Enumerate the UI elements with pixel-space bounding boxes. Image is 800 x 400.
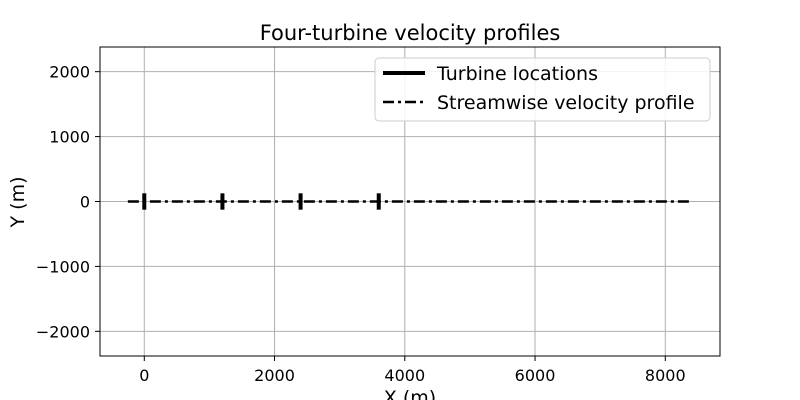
- y-axis-label: Y (m): [7, 177, 29, 229]
- y-tick-label: −2000: [36, 322, 90, 341]
- legend-label-velocity-profile: Streamwise velocity profile: [437, 92, 695, 114]
- x-axis-label: X (m): [384, 387, 436, 400]
- y-tick-label: 1000: [49, 128, 90, 147]
- chart-title: Four-turbine velocity profiles: [260, 21, 561, 45]
- x-tick-label: 6000: [515, 366, 556, 385]
- y-tick-label: −1000: [36, 257, 90, 276]
- x-tick-label: 8000: [645, 366, 686, 385]
- x-tick-label: 4000: [384, 366, 425, 385]
- legend-box: [374, 57, 711, 122]
- x-tick-label: 0: [139, 366, 149, 385]
- legend: Turbine locations Streamwise velocity pr…: [374, 57, 711, 122]
- y-tick-label: 2000: [49, 63, 90, 82]
- legend-label-turbine-locations: Turbine locations: [436, 63, 598, 85]
- plot-data: [127, 193, 692, 210]
- axis-ticks: 0 2000 4000 6000 8000 −2000 −1000 0 1000 2000: [36, 63, 686, 385]
- x-tick-label: 2000: [254, 366, 295, 385]
- y-tick-label: 0: [80, 193, 90, 212]
